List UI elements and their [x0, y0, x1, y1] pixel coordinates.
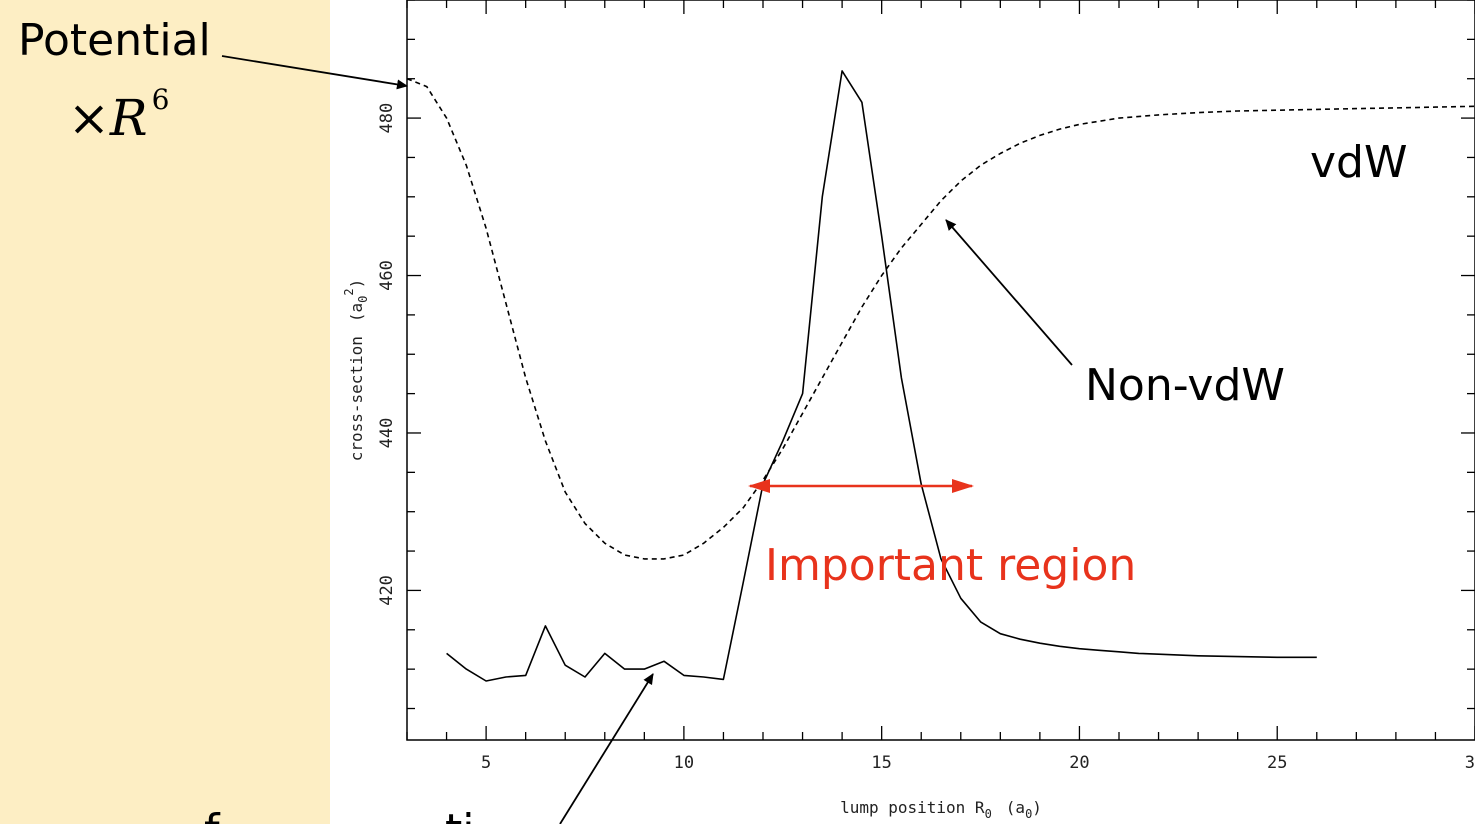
- x-tick-label: 10: [674, 753, 694, 773]
- axis-ticks: [406, 0, 1475, 740]
- x-tick-label: 30: [1465, 753, 1475, 773]
- x-tick-label: 25: [1267, 753, 1287, 773]
- x-tick-label: 20: [1069, 753, 1089, 773]
- axis-tick-labels: 5 10 15 20 25 30 420 440 460 480: [377, 103, 1475, 773]
- non-vdw-arrow: [945, 219, 1073, 366]
- series-line-non-vdw: [406, 77, 1475, 560]
- plot-frame: [406, 0, 1475, 741]
- times-r6-label: ×R 6: [68, 83, 169, 147]
- y-tick-label: 460: [377, 260, 397, 291]
- important-region-label: Important region: [765, 540, 1136, 591]
- vdw-label: vdW: [1310, 137, 1407, 188]
- y-tick-label: 440: [377, 418, 397, 449]
- potential-label: Potential: [18, 15, 211, 66]
- left-panel: [0, 0, 330, 824]
- x-tick-label: 15: [871, 753, 891, 773]
- x-tick-label: 5: [481, 753, 491, 773]
- bottom-partial-text-right: ti: [445, 805, 474, 824]
- series-line-vdw: [446, 70, 1317, 682]
- non-vdw-label: Non-vdW: [1085, 360, 1285, 411]
- y-tick-label: 420: [377, 575, 397, 606]
- y-tick-label: 480: [377, 103, 397, 134]
- y-axis-label: cross-section(a02): [342, 279, 370, 462]
- vdw-arrow: [559, 673, 654, 824]
- bottom-partial-text-left: f: [204, 805, 221, 824]
- potential-arrow: [221, 55, 408, 90]
- plot-area: [330, 0, 1475, 824]
- series-layer: [406, 70, 1475, 682]
- x-axis-label: lump position R0 (a0): [840, 798, 1042, 821]
